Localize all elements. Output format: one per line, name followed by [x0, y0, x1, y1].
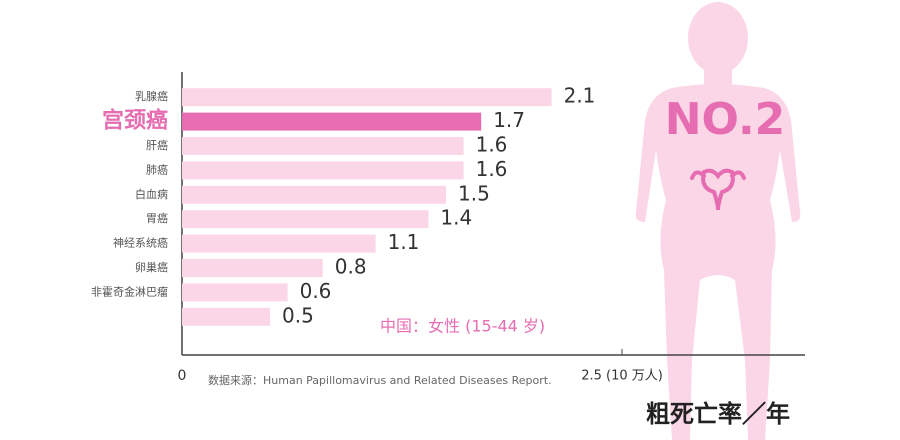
bar — [182, 259, 323, 277]
rank-annotation: NO.2 — [665, 94, 786, 145]
value-label: 0.5 — [282, 303, 314, 327]
category-label: 肺癌 — [146, 162, 168, 176]
value-label: 0.8 — [335, 255, 367, 279]
category-label: 卵巢癌 — [135, 260, 168, 274]
value-label: 1.6 — [476, 133, 508, 157]
value-label: 1.4 — [440, 206, 472, 230]
value-label: 1.7 — [493, 108, 525, 132]
value-label: 1.1 — [388, 230, 420, 254]
category-label: 肝癌 — [146, 138, 168, 152]
category-label: 非霍奇金淋巴瘤 — [91, 284, 168, 298]
category-label: 乳腺癌 — [135, 89, 168, 103]
value-label: 2.1 — [564, 84, 596, 108]
bar — [182, 185, 446, 204]
source-note: 数据来源：Human Papillomavirus and Related Di… — [208, 373, 552, 387]
value-label: 1.6 — [476, 157, 508, 181]
category-label: 神经系统癌 — [113, 236, 168, 250]
uterus-icon — [690, 168, 746, 211]
bar — [182, 88, 552, 107]
bar — [182, 161, 464, 180]
highlight-category-label: 宫颈癌 — [102, 108, 168, 134]
x-tick-label: 2.5 (10 万人) — [581, 369, 663, 384]
x-axis-title: 粗死亡率／年 — [646, 400, 790, 428]
bar — [182, 112, 482, 131]
bar — [182, 234, 376, 253]
category-label: 白血病 — [135, 187, 168, 201]
category-label: 胃癌 — [146, 211, 168, 225]
bar — [182, 210, 429, 229]
value-label: 0.6 — [300, 279, 332, 303]
value-label: 1.5 — [458, 181, 490, 205]
bar — [182, 137, 464, 155]
x-tick-label: 0 — [178, 368, 187, 384]
body-silhouette — [635, 2, 801, 440]
group-annotation: 中国：女性 (15-44 岁) — [380, 317, 545, 336]
bar — [182, 307, 270, 326]
bar — [182, 283, 288, 302]
